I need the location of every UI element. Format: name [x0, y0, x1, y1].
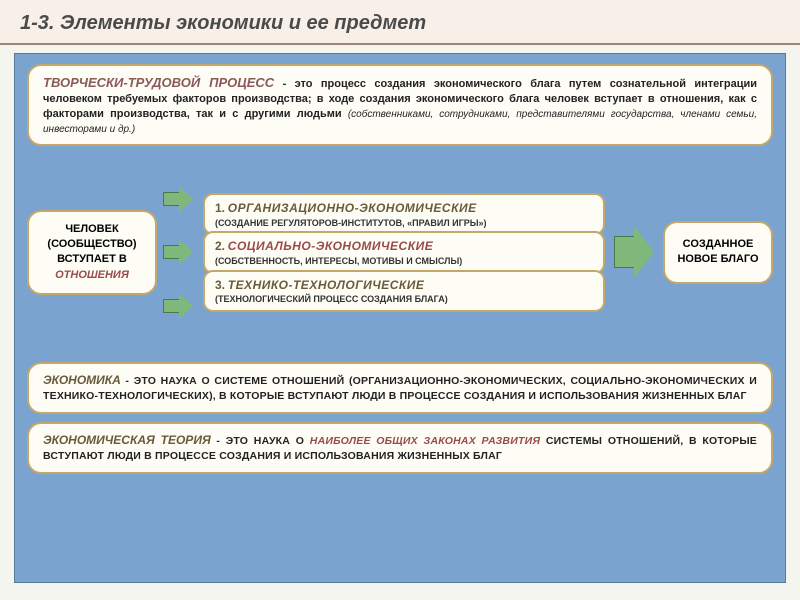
center-box-1: 1. ОРГАНИЗАЦИОННО-ЭКОНОМИЧЕСКИЕ (СОЗДАНИ…	[203, 193, 605, 235]
big-arrow-col	[611, 152, 657, 352]
definition-economics: ЭКОНОМИКА - ЭТО НАУКА О СИСТЕМЕ ОТНОШЕНИ…	[27, 362, 773, 414]
arrow-column	[163, 152, 197, 352]
def1-body: - ЭТО НАУКА О СИСТЕМЕ ОТНОШЕНИЙ (ОРГАНИЗ…	[43, 375, 757, 402]
diagram-canvas: ТВОРЧЕСКИ-ТРУДОВОЙ ПРОЦЕСС - это процесс…	[14, 53, 786, 583]
left-red: ОТНОШЕНИЯ	[55, 269, 129, 281]
arrow-icon	[163, 293, 197, 319]
slide-title: 1-3. Элементы экономики и ее предмет	[20, 12, 780, 35]
center-box-3: 3. ТЕХНИКО-ТЕХНОЛОГИЧЕСКИЕ (ТЕХНОЛОГИЧЕС…	[203, 270, 605, 312]
center-sub: (СОБСТВЕННОСТЬ, ИНТЕРЕСЫ, МОТИВЫ И СМЫСЛ…	[215, 256, 593, 268]
def1-lead: ЭКОНОМИКА	[43, 373, 121, 387]
center-stack: 1. ОРГАНИЗАЦИОННО-ЭКОНОМИЧЕСКИЕ (СОЗДАНИ…	[203, 152, 605, 352]
mid-row: ЧЕЛОВЕК (СООБЩЕСТВО) ВСТУПАЕТ В ОТНОШЕНИ…	[27, 152, 773, 352]
arrow-icon	[163, 186, 197, 212]
center-sub: (СОЗДАНИЕ РЕГУЛЯТОРОВ-ИНСТИТУТОВ, «ПРАВИ…	[215, 218, 593, 230]
left-cell: ЧЕЛОВЕК (СООБЩЕСТВО) ВСТУПАЕТ В ОТНОШЕНИ…	[27, 152, 157, 352]
top-lead: ТВОРЧЕСКИ-ТРУДОВОЙ ПРОЦЕСС	[43, 75, 274, 90]
definition-econ-theory: ЭКОНОМИЧЕСКАЯ ТЕОРИЯ - ЭТО НАУКА О НАИБО…	[27, 422, 773, 474]
slide-header: 1-3. Элементы экономики и ее предмет	[0, 0, 800, 45]
top-definition-box: ТВОРЧЕСКИ-ТРУДОВОЙ ПРОЦЕСС - это процесс…	[27, 64, 773, 146]
def2-red: НАИБОЛЕЕ ОБЩИХ ЗАКОНАХ РАЗВИТИЯ	[310, 435, 540, 447]
def2-lead: ЭКОНОМИЧЕСКАЯ ТЕОРИЯ	[43, 433, 211, 447]
left-text: ЧЕЛОВЕК (СООБЩЕСТВО) ВСТУПАЕТ В	[47, 223, 136, 266]
center-num: 3.	[215, 278, 225, 292]
center-sub: (ТЕХНОЛОГИЧЕСКИЙ ПРОЦЕСС СОЗДАНИЯ БЛАГА)	[215, 294, 593, 306]
right-cell: СОЗДАННОЕ НОВОЕ БЛАГО	[663, 152, 773, 352]
right-box: СОЗДАННОЕ НОВОЕ БЛАГО	[663, 221, 773, 284]
center-title: ТЕХНИКО-ТЕХНОЛОГИЧЕСКИЕ	[228, 278, 425, 292]
arrow-icon	[163, 239, 197, 265]
center-title: ОРГАНИЗАЦИОННО-ЭКОНОМИЧЕСКИЕ	[228, 201, 477, 215]
center-num: 2.	[215, 239, 225, 253]
center-num: 1.	[215, 201, 225, 215]
big-arrow-icon	[614, 226, 654, 278]
left-box: ЧЕЛОВЕК (СООБЩЕСТВО) ВСТУПАЕТ В ОТНОШЕНИ…	[27, 210, 157, 296]
center-title: СОЦИАЛЬНО-ЭКОНОМИЧЕСКИЕ	[228, 239, 433, 253]
center-box-2: 2. СОЦИАЛЬНО-ЭКОНОМИЧЕСКИЕ (СОБСТВЕННОСТ…	[203, 231, 605, 273]
def2-body1: - ЭТО НАУКА О	[211, 435, 310, 447]
